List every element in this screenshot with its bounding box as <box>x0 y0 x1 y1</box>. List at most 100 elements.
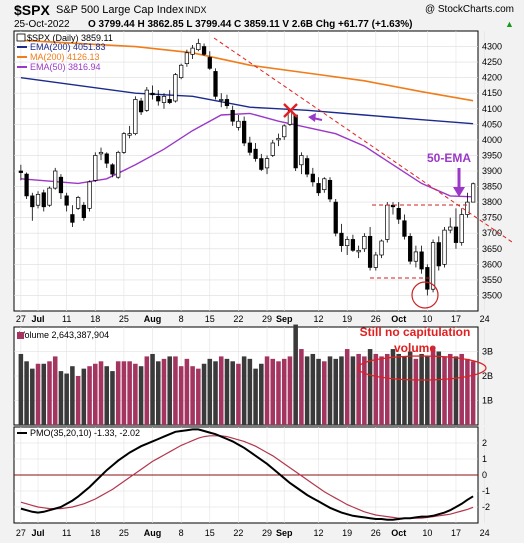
candle <box>98 147 104 161</box>
volume-bar <box>373 353 379 425</box>
x-tick-label: Oct <box>391 314 406 324</box>
pmo-signal-line <box>20 435 474 519</box>
candle <box>402 214 407 240</box>
price-tick-label: 3800 <box>482 197 502 207</box>
candle <box>150 85 155 100</box>
volume-bar <box>98 361 104 425</box>
x-tick-label: 12 <box>314 314 324 324</box>
volume-bar <box>402 356 407 425</box>
quote-line: O 3799.44 H 3862.85 L 3799.44 C 3859.11 … <box>88 19 412 30</box>
volume-bar <box>299 349 304 425</box>
price-tick-label: 4050 <box>482 119 502 129</box>
x-ticks-middle: 27 Jul 11 18 25 Aug 8 15 22 29 Sep 12 19 26 Oct 10 17 24 <box>16 314 490 324</box>
pmo-title: PMO(35,20,10) -1.33, -2.02 <box>30 428 140 438</box>
volume-bar <box>196 368 201 425</box>
candle <box>259 153 264 171</box>
candle <box>264 155 270 175</box>
candle <box>70 205 75 227</box>
x-tick-label: 10 <box>422 528 432 538</box>
x-tick-label: 11 <box>62 528 71 538</box>
candle <box>87 180 92 212</box>
candle <box>465 192 470 218</box>
volume-bar <box>259 363 264 425</box>
x-tick-label: Sep <box>276 314 293 324</box>
candle <box>30 192 35 221</box>
candle <box>24 172 29 199</box>
legend-ema200: EMA(200) 4051.83 <box>30 42 106 52</box>
x-tick-label: 10 <box>422 314 432 324</box>
price-tick-label: 3500 <box>482 290 502 300</box>
candle <box>448 217 453 234</box>
volume-bar <box>201 363 207 425</box>
candle <box>282 124 287 140</box>
candle <box>196 38 201 52</box>
price-tick-label: 4100 <box>482 104 502 114</box>
volume-bar <box>127 361 132 425</box>
candle <box>373 251 378 271</box>
volume-bar <box>310 353 316 425</box>
candle <box>367 227 373 271</box>
pmo-tick-label: -2 <box>482 502 490 512</box>
candle <box>322 177 327 193</box>
legend-ema50: EMA(50) 3816.94 <box>30 62 101 72</box>
candle <box>173 73 178 103</box>
price-tick-label: 4200 <box>482 73 502 83</box>
volume-bar <box>207 358 213 425</box>
volume-bar <box>167 356 172 425</box>
candle <box>18 164 23 181</box>
x-tick-label: 8 <box>179 528 184 538</box>
x-tick-label: Aug <box>144 528 162 538</box>
x-tick-label: 11 <box>62 314 71 324</box>
volume-bar <box>41 363 47 425</box>
candle <box>430 239 436 293</box>
candle <box>224 94 230 109</box>
volume-bar <box>327 356 333 425</box>
x-tick-label: Aug <box>144 314 162 324</box>
x-tick-label: 19 <box>342 314 352 324</box>
candle <box>75 195 81 210</box>
x-tick-label: 26 <box>371 314 381 324</box>
volume-bar <box>93 363 98 425</box>
price-tick-label: 3850 <box>482 182 502 192</box>
volume-bar <box>442 356 447 425</box>
volume-bar <box>218 356 224 425</box>
x-tick-label: 19 <box>342 528 352 538</box>
x-tick-label: 17 <box>451 528 461 538</box>
volume-bar <box>253 368 258 425</box>
down-arrow-icon <box>453 168 465 197</box>
candle <box>179 63 184 80</box>
source-label: @ StockCharts.com <box>425 4 514 15</box>
volume-bar <box>425 356 430 425</box>
candle <box>459 208 464 246</box>
volume-bar <box>459 353 464 425</box>
ema50-line <box>20 112 474 198</box>
volume-bar <box>413 358 419 425</box>
volume-bar <box>190 366 195 425</box>
volume-tick-label: 2B <box>482 371 493 381</box>
volume-bar <box>178 366 184 425</box>
volume-y-ticks: 1B 2B 3B <box>482 347 493 406</box>
volume-bar <box>396 353 401 425</box>
pmo-tick-label: 2 <box>482 438 487 448</box>
volume-bar <box>316 358 321 425</box>
candle <box>408 233 413 265</box>
volume-bar <box>138 366 144 425</box>
candle <box>116 150 121 179</box>
candle <box>253 143 258 162</box>
volume-note-line1: Still no capitulation <box>360 325 471 339</box>
volume-bar <box>144 356 150 425</box>
x-tick-label: 17 <box>451 314 461 324</box>
x-tick-label: 26 <box>371 528 381 538</box>
volume-bar <box>344 349 350 425</box>
candle <box>362 233 367 252</box>
candle <box>310 167 315 187</box>
candle <box>299 152 304 175</box>
x-tick-label: 27 <box>16 314 26 324</box>
volume-bar <box>247 358 253 425</box>
price-tick-label: 3700 <box>482 228 502 238</box>
candle <box>138 97 144 115</box>
x-tick-label: 15 <box>205 314 215 324</box>
price-tick-label: 3900 <box>482 166 502 176</box>
ma200-line <box>20 39 474 102</box>
